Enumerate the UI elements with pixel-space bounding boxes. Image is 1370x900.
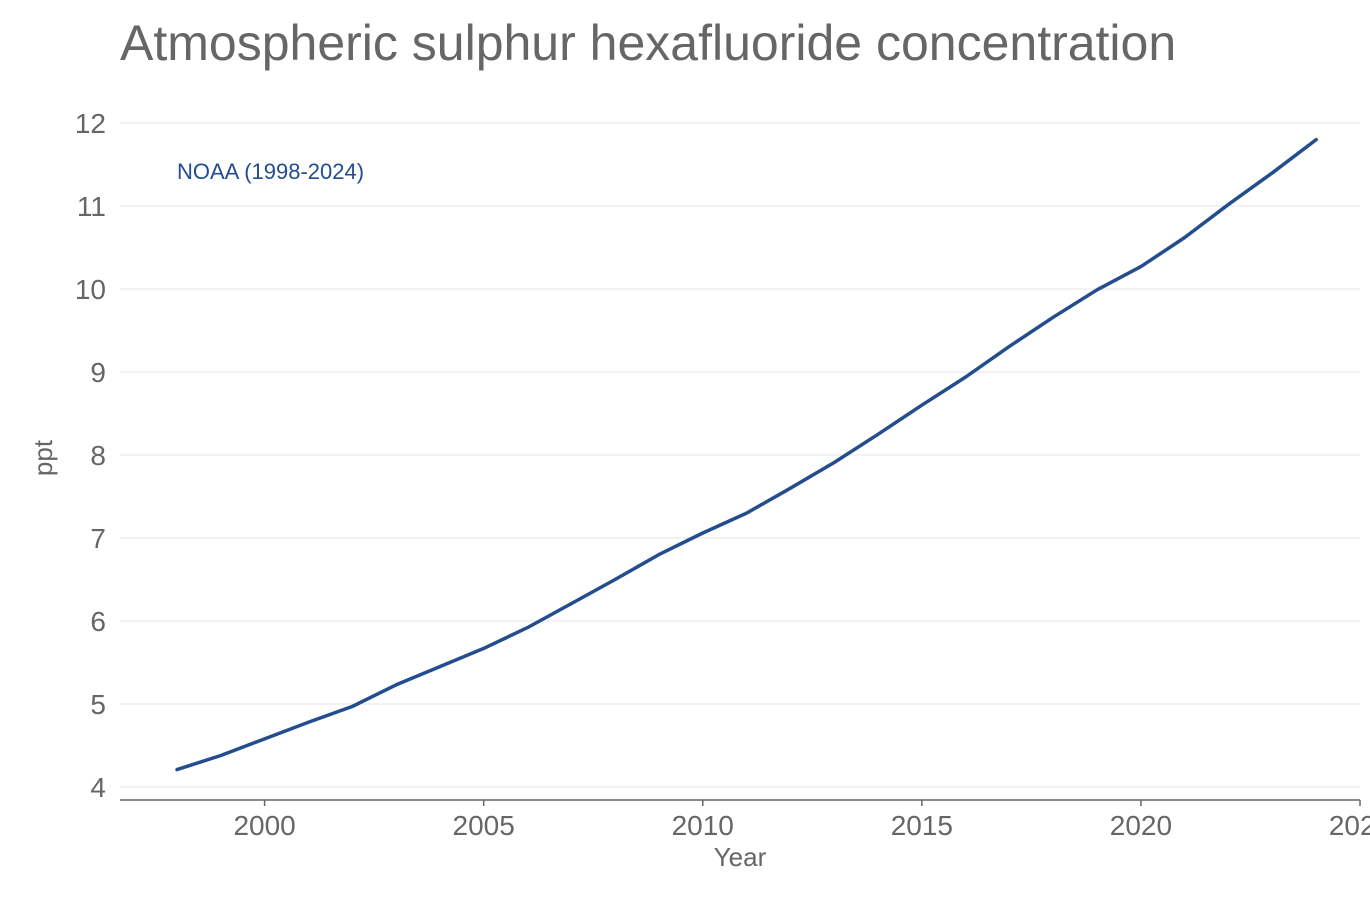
chart-title: Atmospheric sulphur hexafluoride concent… [120, 15, 1176, 71]
series-layer: NOAA (1998-2024) [175, 137, 1318, 772]
y-tick-label: 7 [90, 523, 106, 554]
y-tick-label: 8 [90, 440, 106, 471]
x-tick-label: 2010 [672, 810, 734, 841]
y-tick-label: 9 [90, 357, 106, 388]
y-tick-label: 12 [75, 108, 106, 139]
x-tick-label: 2020 [1110, 810, 1172, 841]
x-axis-label: Year [714, 842, 767, 872]
x-tick-label: 2005 [453, 810, 515, 841]
x-tick-label: 2000 [233, 810, 295, 841]
y-axis-label: ppt [28, 439, 58, 476]
y-axis-ticks: 4 5 6 7 8 9 10 11 12 [75, 108, 106, 803]
x-tick-label: 2025 [1329, 810, 1370, 841]
series-label: NOAA (1998-2024) [177, 159, 364, 184]
series-line [175, 137, 1318, 772]
y-tick-label: 4 [90, 772, 106, 803]
y-tick-label: 5 [90, 689, 106, 720]
y-tick-label: 10 [75, 274, 106, 305]
x-tick-label: 2015 [891, 810, 953, 841]
y-tick-label: 11 [77, 191, 106, 222]
y-tick-label: 6 [90, 606, 106, 637]
gridlines [120, 122, 1360, 788]
x-axis-ticks: 2000 2005 2010 2015 2020 2025 [233, 800, 1370, 841]
